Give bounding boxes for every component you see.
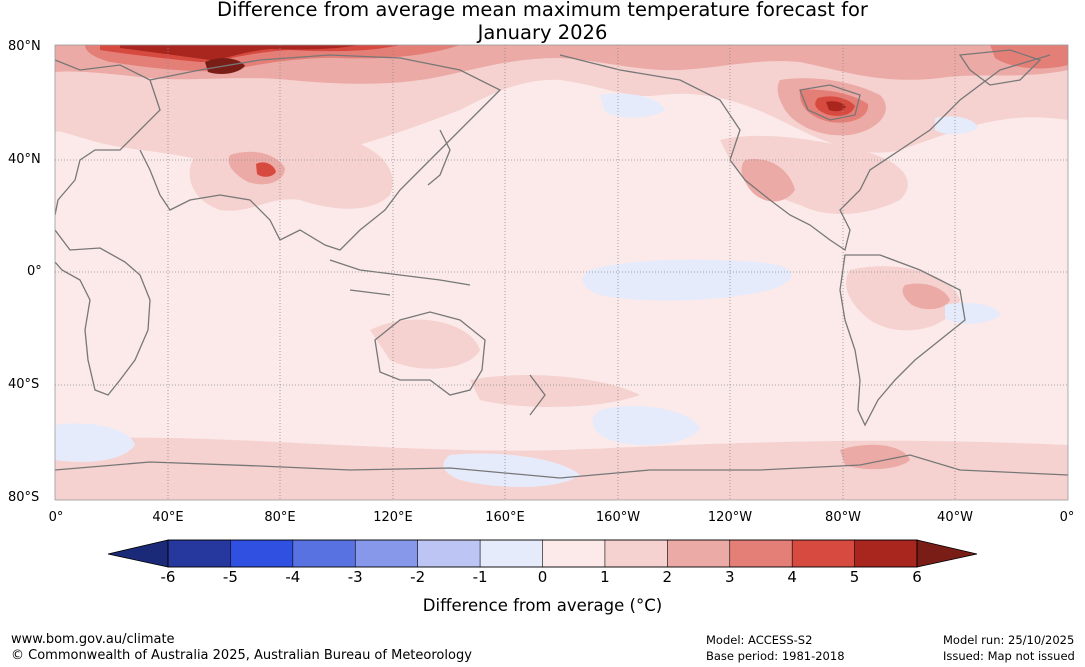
lon-label-160w: 160°W (595, 510, 641, 525)
cool-region-ross-sea (443, 453, 580, 487)
colorbar-segment (604, 539, 669, 568)
anomaly-shading (55, 45, 1068, 500)
lat-label-40n: 40°N (8, 152, 41, 167)
footer-issued: Issued: Map not issued (943, 649, 1075, 663)
warm-region-south-america (846, 266, 960, 331)
footer-copyright: © Commonwealth of Australia 2025, Austra… (11, 648, 472, 663)
colorbar-tick-label: 1 (600, 568, 610, 586)
colorbar-under-arrow (107, 539, 169, 568)
colorbar-segment (729, 539, 793, 568)
coastline-indonesia (329, 259, 471, 296)
footer-website: www.bom.gov.au/climate (11, 632, 175, 647)
colorbar-tick-label: 4 (787, 568, 797, 586)
coastline-greenland (958, 49, 1042, 86)
coastline-hudson-bay (799, 84, 861, 121)
colorbar-segment (292, 539, 357, 568)
colorbar-over-arrow (916, 539, 978, 568)
lon-label-160e: 160°E (485, 510, 525, 525)
map-title-line1: Difference from average mean maximum tem… (217, 0, 868, 21)
lon-label-80e: 80°E (264, 510, 296, 525)
lat-label-equator: 0° (27, 264, 42, 279)
coastline-south-america (839, 254, 966, 427)
colorbar-label: Difference from average (°C) (422, 596, 663, 615)
lon-label-120e: 120°E (373, 510, 413, 525)
coastline-antarctica (55, 454, 1068, 479)
cool-region-south-atlantic (945, 302, 1000, 324)
lon-label-0-west: 0° (48, 510, 64, 525)
colorbar-tick-label: 3 (724, 568, 735, 586)
colorbar-tick-label: 0 (537, 568, 548, 586)
colorbar-segments (167, 539, 918, 568)
cool-region-north-pacific (600, 93, 665, 118)
colorbar-segment (354, 539, 419, 568)
map-title-line2: January 2026 (477, 21, 608, 44)
warm-region-brazil (902, 283, 950, 310)
colorbar-tick-label: -4 (285, 568, 301, 586)
coastline-japan (427, 129, 451, 186)
warm-region-antarctic-peninsula (840, 444, 910, 470)
colorbar-tick-label: 2 (662, 568, 673, 586)
coastline-australia (374, 311, 486, 396)
colorbar-segment (667, 539, 731, 568)
graticule (55, 45, 1068, 500)
lat-label-80n: 80°N (8, 39, 41, 54)
lat-label-80s: 80°S (8, 490, 40, 505)
warm-region-tibet-strong (256, 162, 276, 177)
coastline-africa-europe (55, 59, 161, 396)
colorbar-tick-label: -5 (222, 568, 238, 586)
colorbar-tick-label: 5 (849, 568, 860, 586)
colorbar-tick-label: -6 (160, 568, 176, 586)
warm-region-south-pacific (470, 375, 640, 407)
colorbar-segment (542, 539, 606, 568)
colorbar-segment (167, 539, 232, 568)
cool-region-southern-ocean-west (55, 423, 135, 462)
coastline-north-america (559, 54, 1051, 252)
colorbar-tick-label: -2 (410, 568, 426, 586)
footer-model: Model: ACCESS-S2 (706, 633, 813, 647)
colorbar-segment (791, 539, 856, 568)
lon-label-120w: 120°W (707, 510, 753, 525)
colorbar-tick-label: -3 (347, 568, 363, 586)
warm-region-north-america (720, 135, 908, 215)
coastlines (55, 49, 1068, 479)
colorbar-segment (417, 539, 481, 568)
lon-label-80w: 80°W (825, 510, 861, 525)
map-frame (54, 44, 1069, 501)
warm-region-mexico (741, 159, 795, 202)
colorbar-segment (479, 539, 544, 568)
coastline-asia (139, 54, 502, 251)
lon-label-40e: 40°E (152, 510, 184, 525)
colorbar-tick-label: -1 (472, 568, 488, 586)
colorbar-segment (230, 539, 294, 568)
colorbar-tick-label: 6 (912, 568, 922, 586)
colorbar-segment (854, 539, 918, 568)
cool-region-north-atlantic (935, 116, 978, 135)
lat-label-40s: 40°S (8, 377, 40, 392)
lon-label-0-east: 0° (1059, 510, 1075, 525)
cool-region-south-pacific (592, 406, 700, 446)
lon-label-40w: 40°W (937, 510, 973, 525)
footer-base-period: Base period: 1981-2018 (706, 649, 845, 663)
cool-region-equatorial-pacific (582, 259, 792, 301)
footer-model-run: Model run: 25/10/2025 (943, 633, 1075, 647)
warm-region-indian-ocean (370, 319, 480, 369)
warm-region-hudson-extreme (826, 101, 846, 112)
coastline-new-zealand (529, 374, 546, 416)
warm-region-north-asia-extreme (120, 45, 360, 60)
colorbar-outline (167, 539, 918, 568)
